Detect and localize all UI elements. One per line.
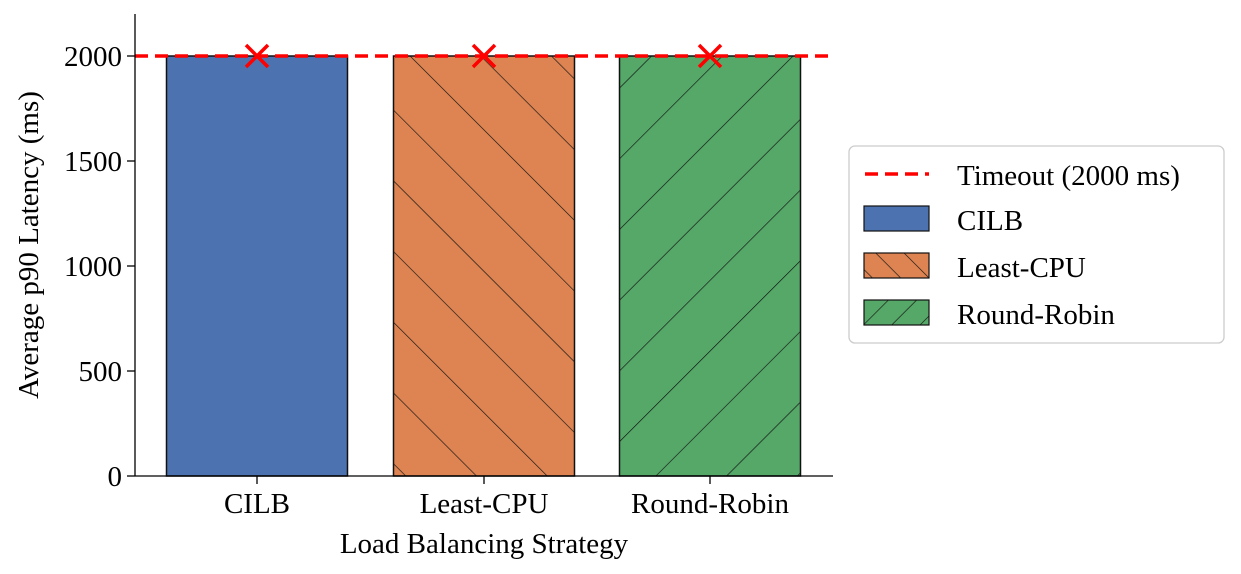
legend-swatch-least-cpu-hatch: [864, 253, 929, 278]
bar-cilb: [167, 56, 348, 476]
legend-swatch-round-robin-hatch: [864, 300, 929, 325]
legend-label-timeout: Timeout (2000 ms): [957, 160, 1180, 192]
legend: Timeout (2000 ms) CILB Least-CPU Round-R…: [849, 146, 1224, 343]
x-tick-label-round-robin: Round-Robin: [631, 488, 789, 520]
bar-hatch-round-robin: [620, 56, 801, 476]
bars-layer: [167, 56, 801, 476]
y-tick-label: 0: [108, 461, 123, 493]
y-tick-label: 1500: [64, 146, 122, 178]
y-tick-label: 500: [79, 356, 123, 388]
x-tick-label-cilb: CILB: [224, 488, 290, 520]
y-tick-label: 2000: [64, 41, 122, 73]
x-axis-label: Load Balancing Strategy: [340, 528, 629, 560]
legend-label-cilb: CILB: [957, 205, 1023, 237]
bar-hatch-least-cpu: [394, 56, 575, 476]
y-ticks: 0 500 1000 1500 2000: [64, 41, 135, 493]
x-ticks: CILB Least-CPU Round-Robin: [224, 476, 789, 520]
y-tick-label: 1000: [64, 251, 122, 283]
legend-label-round-robin: Round-Robin: [957, 299, 1115, 331]
legend-swatch-cilb: [864, 206, 929, 231]
legend-label-least-cpu: Least-CPU: [957, 252, 1086, 284]
y-axis-label: Average p90 Latency (ms): [13, 91, 45, 399]
x-tick-label-least-cpu: Least-CPU: [420, 488, 549, 520]
